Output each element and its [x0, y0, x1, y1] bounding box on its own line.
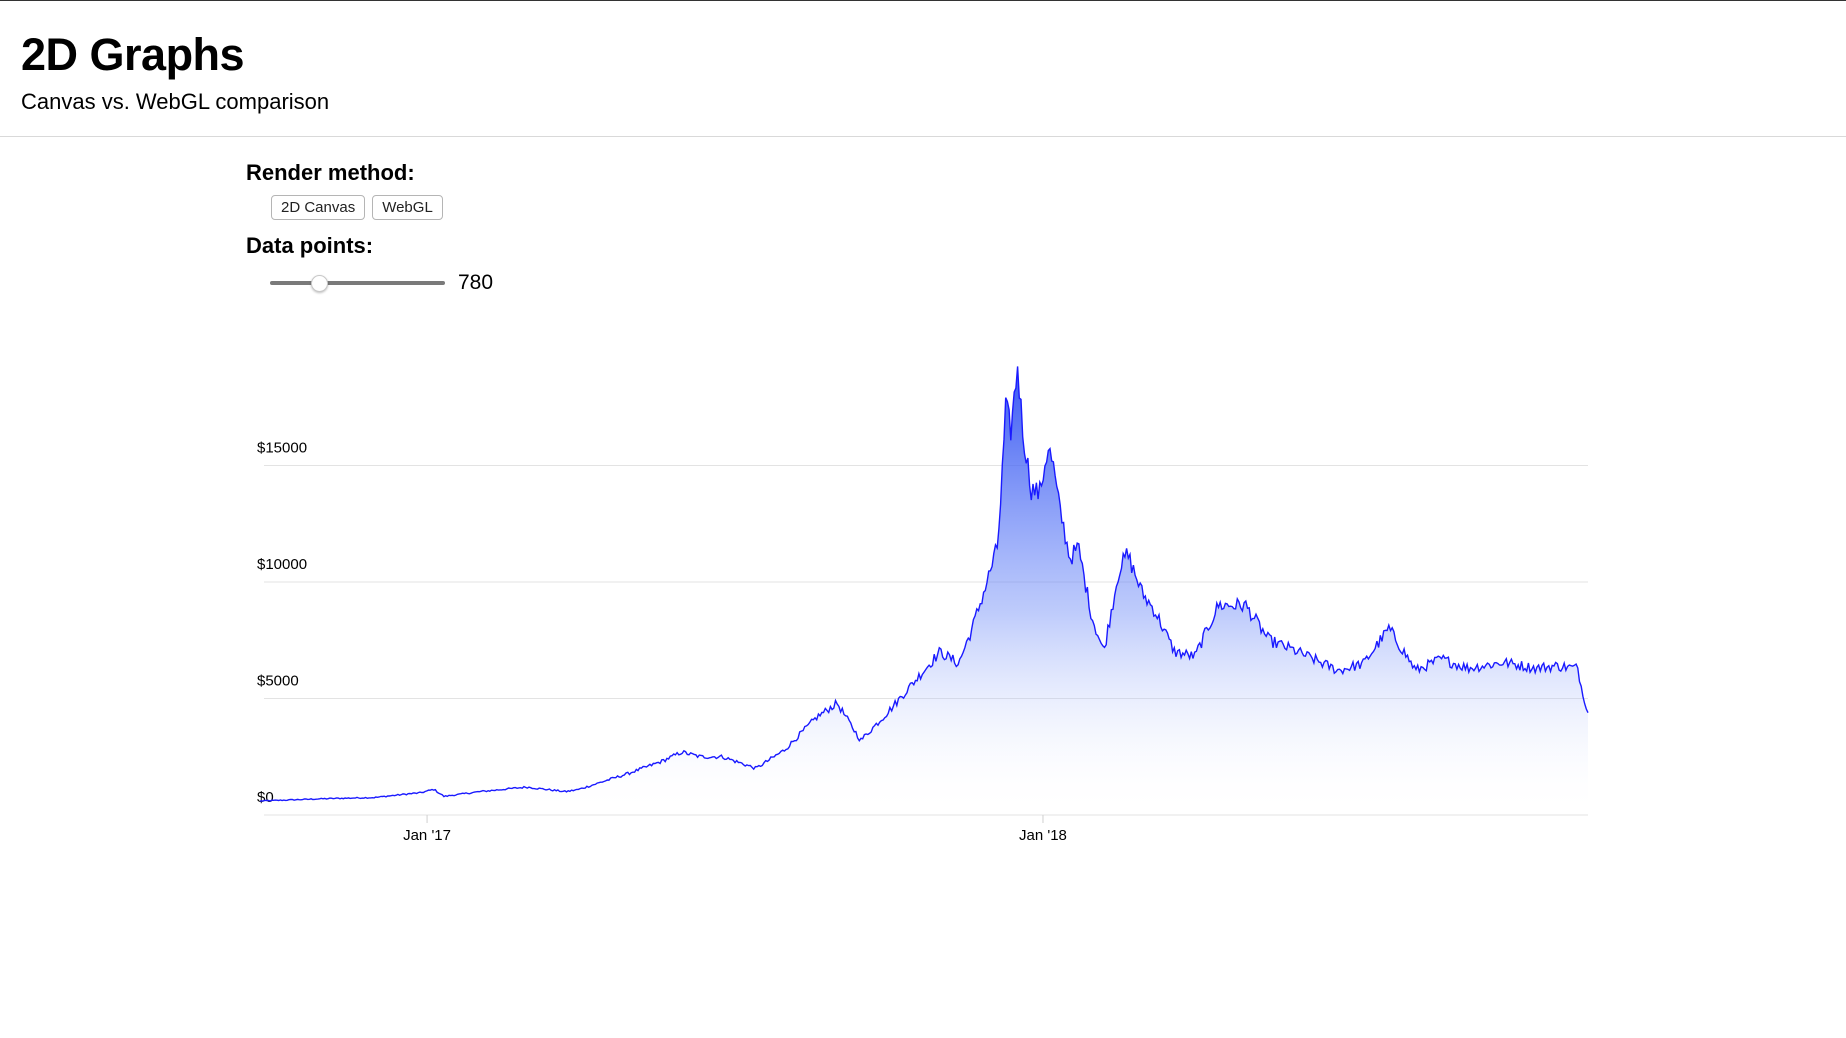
- series-area: [260, 366, 1588, 815]
- render-method-buttons: 2D Canvas WebGL: [271, 195, 493, 220]
- data-points-control: 780: [270, 271, 493, 295]
- page-header: 2D Graphs Canvas vs. WebGL comparison: [0, 1, 1846, 137]
- x-tick-label: Jan '17: [403, 827, 451, 844]
- series-line: [259, 366, 1589, 802]
- y-axis: $0$5000$10000$15000: [257, 440, 307, 807]
- data-points-value: 780: [458, 271, 494, 294]
- controls-panel: Render method: 2D Canvas WebGL Data poin…: [246, 159, 493, 295]
- data-points-label: Data points:: [246, 233, 374, 258]
- y-tick-label: $5000: [257, 673, 299, 690]
- slider-thumb[interactable]: [311, 275, 328, 292]
- price-area-chart: $0$5000$10000$15000 Jan '17 Jan '18: [257, 366, 1589, 844]
- y-tick-label: $15000: [257, 440, 307, 457]
- page-subtitle: Canvas vs. WebGL comparison: [21, 89, 330, 114]
- x-tick-label: Jan '18: [1019, 827, 1067, 844]
- slider-rail: [270, 281, 445, 285]
- y-tick-label: $10000: [257, 556, 307, 573]
- canvas-button[interactable]: 2D Canvas: [271, 195, 366, 220]
- page-title: 2D Graphs: [21, 29, 245, 80]
- render-method-label: Render method:: [246, 160, 415, 185]
- x-axis: Jan '17 Jan '18: [403, 815, 1067, 844]
- webgl-button[interactable]: WebGL: [372, 195, 443, 220]
- data-points-slider[interactable]: [270, 274, 445, 292]
